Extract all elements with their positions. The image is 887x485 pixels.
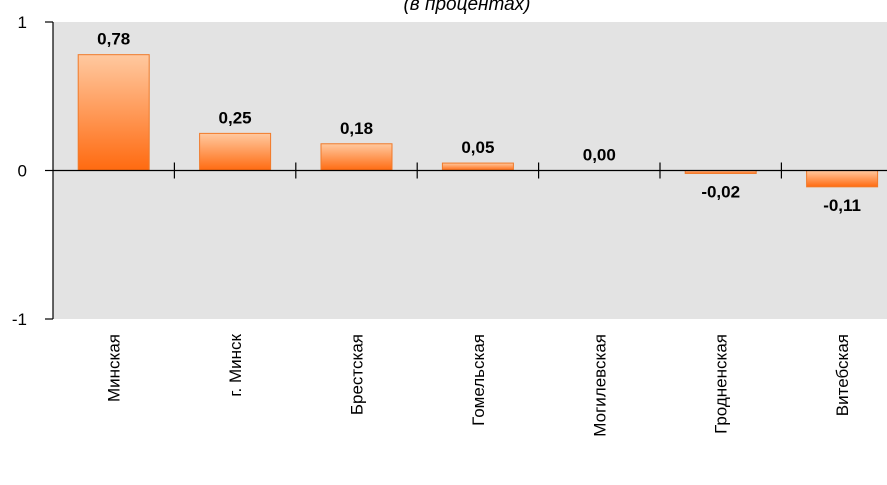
chart-subtitle: (в процентах) <box>403 0 530 15</box>
data-label-1: 0,78 <box>97 30 130 49</box>
data-label-4: 0,05 <box>461 138 494 157</box>
data-label-5: 0,00 <box>583 146 616 165</box>
bar-7 <box>806 170 879 188</box>
category-label-4: Гомельская <box>469 334 488 426</box>
axes-group <box>45 21 887 320</box>
bar-4 <box>441 162 514 171</box>
bar-3 <box>320 143 393 172</box>
data-label-2: 0,25 <box>219 108 252 127</box>
labels-group: 0,78 Минская 0,25 г. Минск 0,18 Брестская 0,05… <box>12 13 861 437</box>
category-label-6: Гродненская <box>712 334 731 434</box>
data-label-3: 0,18 <box>340 119 373 138</box>
data-label-7: -0,11 <box>823 196 861 215</box>
category-label-5: Могилевская <box>590 334 609 437</box>
bar-1 <box>77 54 150 171</box>
category-label-7: Витебская <box>833 334 852 416</box>
bars-group <box>77 54 879 188</box>
category-label-1: Минская <box>105 334 124 402</box>
y-tick-label-2: 0 <box>18 162 27 181</box>
data-label-6: -0,02 <box>701 182 740 201</box>
bar-2 <box>199 132 272 171</box>
category-label-3: Брестская <box>348 334 367 415</box>
category-label-2: г. Минск <box>226 333 245 396</box>
y-tick-label-1: 1 <box>18 13 27 32</box>
y-tick-label-3: -1 <box>12 310 27 329</box>
